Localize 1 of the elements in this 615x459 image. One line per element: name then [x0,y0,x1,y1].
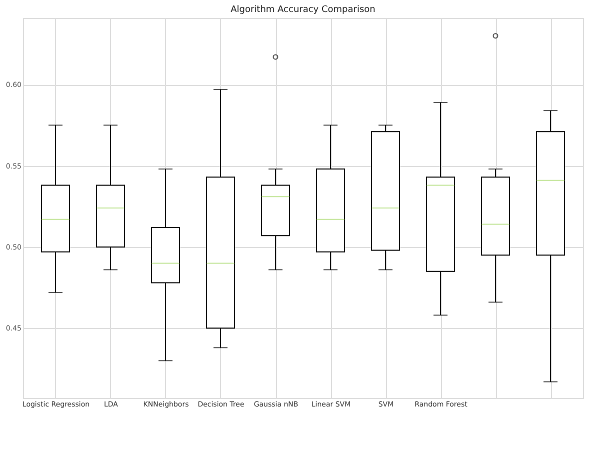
chart-title: Algorithm Accuracy Comparison [230,5,376,15]
